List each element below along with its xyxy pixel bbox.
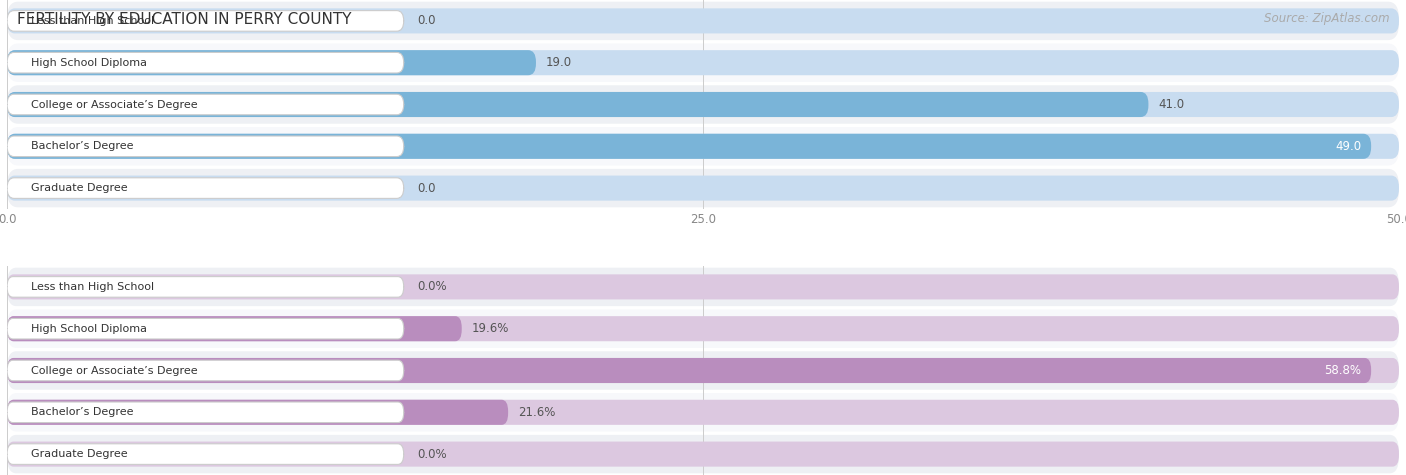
FancyBboxPatch shape bbox=[7, 2, 1399, 40]
Text: Less than High School: Less than High School bbox=[31, 16, 155, 26]
Text: Bachelor’s Degree: Bachelor’s Degree bbox=[31, 407, 134, 418]
FancyBboxPatch shape bbox=[7, 178, 404, 199]
FancyBboxPatch shape bbox=[7, 127, 1399, 165]
FancyBboxPatch shape bbox=[7, 176, 1399, 200]
Text: FERTILITY BY EDUCATION IN PERRY COUNTY: FERTILITY BY EDUCATION IN PERRY COUNTY bbox=[17, 12, 352, 27]
Text: Bachelor’s Degree: Bachelor’s Degree bbox=[31, 141, 134, 152]
FancyBboxPatch shape bbox=[7, 9, 1399, 33]
FancyBboxPatch shape bbox=[7, 92, 1399, 117]
FancyBboxPatch shape bbox=[7, 52, 404, 73]
FancyBboxPatch shape bbox=[7, 50, 536, 75]
FancyBboxPatch shape bbox=[7, 360, 404, 381]
FancyBboxPatch shape bbox=[7, 358, 1371, 383]
Text: 49.0: 49.0 bbox=[1336, 140, 1361, 153]
FancyBboxPatch shape bbox=[7, 358, 1399, 383]
FancyBboxPatch shape bbox=[7, 393, 1399, 431]
Text: 0.0: 0.0 bbox=[418, 181, 436, 195]
FancyBboxPatch shape bbox=[7, 316, 1399, 341]
FancyBboxPatch shape bbox=[7, 442, 1399, 466]
FancyBboxPatch shape bbox=[7, 400, 1399, 425]
Text: High School Diploma: High School Diploma bbox=[31, 323, 146, 334]
FancyBboxPatch shape bbox=[7, 134, 1371, 159]
FancyBboxPatch shape bbox=[7, 310, 1399, 348]
Text: Graduate Degree: Graduate Degree bbox=[31, 449, 128, 459]
FancyBboxPatch shape bbox=[7, 276, 404, 297]
Text: 19.6%: 19.6% bbox=[471, 322, 509, 335]
Text: 58.8%: 58.8% bbox=[1324, 364, 1361, 377]
Text: College or Associate’s Degree: College or Associate’s Degree bbox=[31, 365, 197, 376]
FancyBboxPatch shape bbox=[7, 352, 1399, 390]
FancyBboxPatch shape bbox=[7, 10, 404, 31]
Text: 0.0%: 0.0% bbox=[418, 447, 447, 461]
FancyBboxPatch shape bbox=[7, 44, 1399, 82]
Text: Graduate Degree: Graduate Degree bbox=[31, 183, 128, 193]
FancyBboxPatch shape bbox=[7, 444, 404, 465]
FancyBboxPatch shape bbox=[7, 400, 508, 425]
FancyBboxPatch shape bbox=[7, 268, 1399, 306]
Text: 21.6%: 21.6% bbox=[517, 406, 555, 419]
FancyBboxPatch shape bbox=[7, 316, 461, 341]
FancyBboxPatch shape bbox=[7, 402, 404, 423]
FancyBboxPatch shape bbox=[7, 94, 404, 115]
FancyBboxPatch shape bbox=[7, 50, 1399, 75]
FancyBboxPatch shape bbox=[7, 275, 1399, 299]
Text: Less than High School: Less than High School bbox=[31, 282, 155, 292]
Text: 19.0: 19.0 bbox=[546, 56, 572, 69]
Text: College or Associate’s Degree: College or Associate’s Degree bbox=[31, 99, 197, 110]
FancyBboxPatch shape bbox=[7, 435, 1399, 473]
Text: Source: ZipAtlas.com: Source: ZipAtlas.com bbox=[1264, 12, 1389, 25]
FancyBboxPatch shape bbox=[7, 92, 1149, 117]
Text: High School Diploma: High School Diploma bbox=[31, 57, 146, 68]
FancyBboxPatch shape bbox=[7, 169, 1399, 207]
FancyBboxPatch shape bbox=[7, 134, 1399, 159]
FancyBboxPatch shape bbox=[7, 318, 404, 339]
Text: 0.0: 0.0 bbox=[418, 14, 436, 28]
Text: 41.0: 41.0 bbox=[1159, 98, 1184, 111]
FancyBboxPatch shape bbox=[7, 136, 404, 157]
FancyBboxPatch shape bbox=[7, 86, 1399, 124]
Text: 0.0%: 0.0% bbox=[418, 280, 447, 294]
